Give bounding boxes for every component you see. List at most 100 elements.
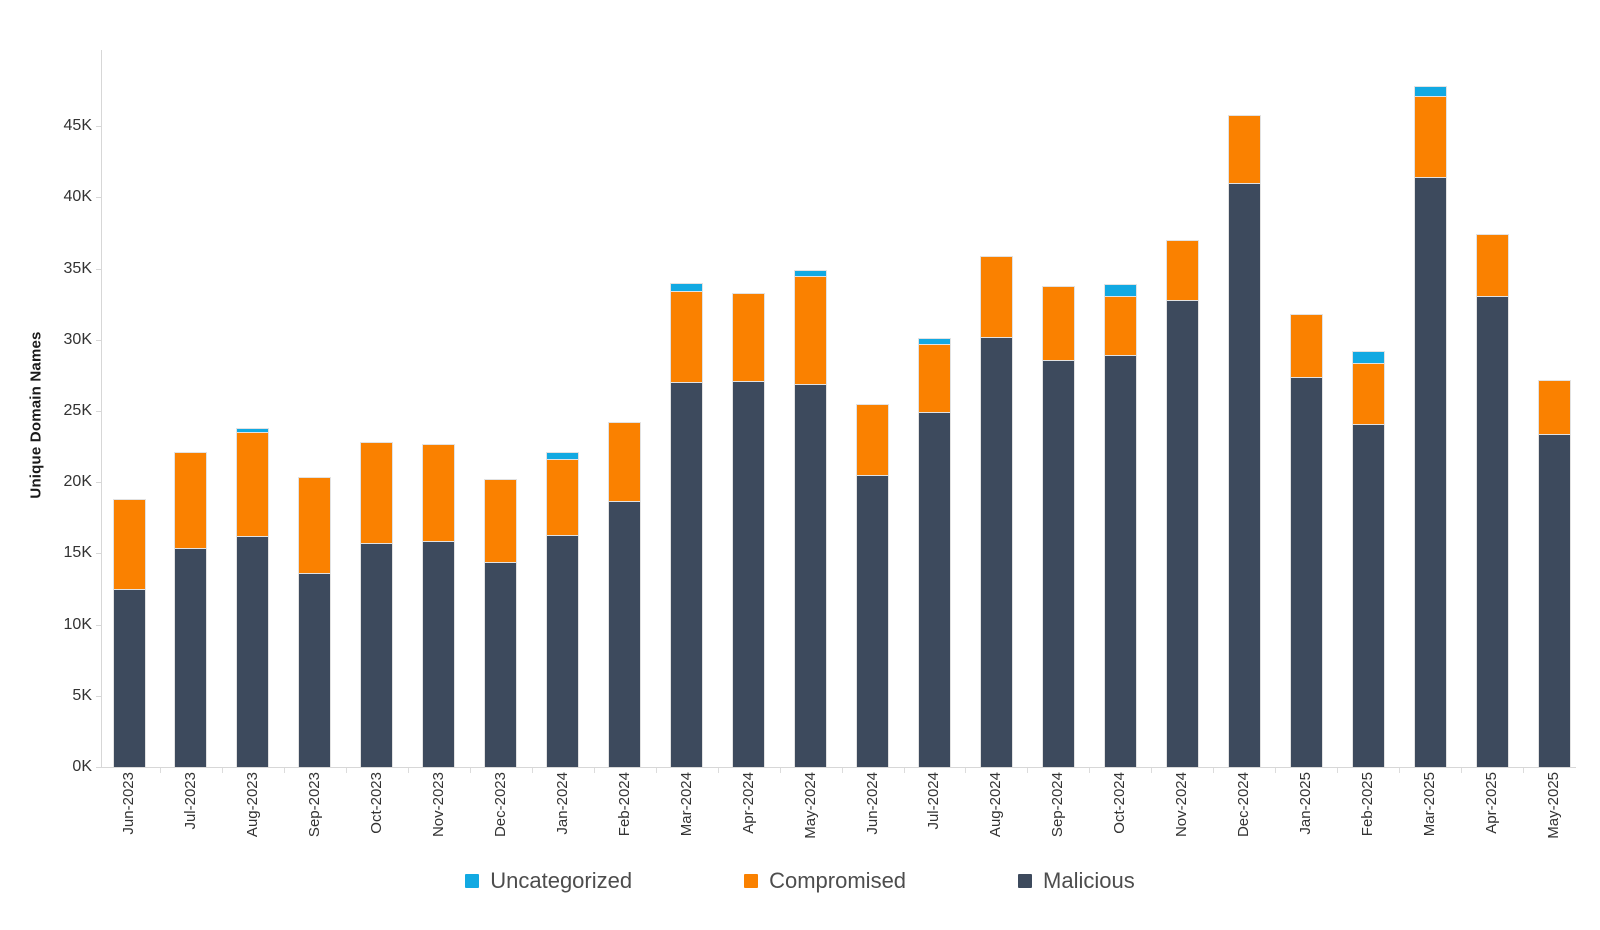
bar-nov-2023 [422, 443, 456, 767]
legend-item-uncategorized: Uncategorized [465, 868, 632, 894]
bar-segment-uncategorized [1351, 351, 1385, 363]
bar-may-2025 [1537, 379, 1571, 767]
bar-segment-compromised [1413, 96, 1447, 178]
legend-label-compromised: Compromised [769, 868, 907, 893]
y-tick-mark [96, 553, 101, 555]
x-tick-label-jul-2024: Jul-2024 [925, 772, 943, 830]
bar-segment-uncategorized [236, 428, 270, 433]
bar-segment-uncategorized [546, 452, 580, 460]
bar-segment-malicious [298, 573, 332, 767]
legend-item-malicious: Malicious [1018, 868, 1135, 894]
bar-segment-compromised [979, 255, 1013, 337]
bar-segment-malicious [794, 383, 828, 767]
bar-dec-2024 [1227, 114, 1261, 767]
y-tick-mark [96, 624, 101, 626]
x-tick-label-jan-2025: Jan-2025 [1297, 772, 1315, 835]
bar-segment-compromised [608, 422, 642, 501]
y-tick-mark [96, 126, 101, 128]
x-boundary-tick [1523, 768, 1525, 773]
bar-segment-compromised [298, 476, 332, 574]
bar-segment-compromised [670, 291, 704, 383]
x-boundary-tick [345, 768, 347, 773]
x-tick-label-jun-2023: Jun-2023 [120, 772, 137, 835]
bar-aug-2024 [979, 255, 1013, 767]
bar-feb-2025 [1351, 351, 1385, 767]
y-tick-mark [96, 695, 101, 697]
bar-nov-2024 [1165, 240, 1199, 767]
x-tick-label-sep-2023: Sep-2023 [305, 772, 323, 838]
x-boundary-tick [159, 768, 161, 773]
y-tick-mark [96, 767, 101, 768]
y-tick-label-35k: 35K [63, 259, 92, 277]
x-tick-label-aug-2024: Aug-2024 [987, 772, 1005, 838]
x-boundary-tick [965, 768, 967, 773]
bar-segment-malicious [856, 475, 890, 767]
x-tick-label-aug-2023: Aug-2023 [243, 772, 261, 838]
x-boundary-tick [1027, 768, 1029, 773]
bar-jan-2025 [1289, 314, 1323, 767]
bar-segment-compromised [174, 452, 208, 548]
x-boundary-tick [779, 768, 781, 773]
bar-segment-malicious [1351, 423, 1385, 767]
x-tick-label-feb-2025: Feb-2025 [1359, 772, 1377, 837]
bar-segment-compromised [1103, 295, 1137, 356]
x-tick-label-apr-2024: Apr-2024 [739, 772, 757, 834]
x-boundary-tick [407, 768, 409, 773]
x-tick-label-may-2024: May-2024 [801, 772, 819, 839]
bar-segment-compromised [794, 275, 828, 384]
bar-segment-malicious [1103, 355, 1137, 767]
x-boundary-tick [221, 768, 223, 773]
x-tick-label-dec-2023: Dec-2023 [491, 772, 509, 838]
y-tick-mark [96, 268, 101, 270]
bar-segment-malicious [732, 381, 766, 767]
x-boundary-tick [531, 768, 533, 773]
x-boundary-tick [717, 768, 719, 773]
bar-segment-compromised [422, 443, 456, 541]
bar-feb-2024 [608, 422, 642, 767]
x-tick-label-jul-2023: Jul-2023 [181, 772, 199, 830]
bar-jul-2023 [174, 452, 208, 767]
x-boundary-tick [1399, 768, 1401, 773]
bar-segment-malicious [1041, 359, 1075, 767]
bar-segment-compromised [1165, 240, 1199, 300]
legend-label-malicious: Malicious [1043, 868, 1135, 893]
bar-segment-compromised [1537, 379, 1571, 434]
bar-mar-2025 [1413, 86, 1447, 767]
legend-label-uncategorized: Uncategorized [490, 868, 633, 893]
x-boundary-tick [593, 768, 595, 773]
x-boundary-tick [469, 768, 471, 773]
bar-segment-compromised [546, 459, 580, 535]
bar-segment-compromised [732, 292, 766, 382]
legend-swatch-malicious [1018, 874, 1033, 888]
x-boundary-tick [1337, 768, 1339, 773]
x-boundary-tick [1275, 768, 1277, 773]
bar-segment-malicious [112, 588, 146, 767]
bar-segment-malicious [979, 336, 1013, 767]
x-boundary-tick [1151, 768, 1153, 773]
bar-segment-compromised [1289, 314, 1323, 377]
bar-segment-compromised [1351, 362, 1385, 424]
x-boundary-tick [283, 768, 285, 773]
bar-segment-compromised [360, 442, 394, 544]
x-tick-label-apr-2025: Apr-2025 [1483, 772, 1501, 834]
x-tick-label-jun-2024: Jun-2024 [863, 772, 881, 835]
x-boundary-tick [1461, 768, 1463, 773]
bar-segment-malicious [484, 561, 518, 767]
bar-segment-compromised [856, 403, 890, 476]
x-tick-label-dec-2024: Dec-2024 [1235, 772, 1253, 838]
x-tick-label-jan-2024: Jan-2024 [553, 772, 571, 835]
bar-jun-2024 [856, 403, 890, 767]
bar-segment-uncategorized [1413, 86, 1447, 97]
bar-segment-malicious [1165, 299, 1199, 767]
y-tick-label-30k: 30K [63, 330, 92, 348]
legend-item-compromised: Compromised [744, 868, 906, 894]
bar-segment-malicious [670, 382, 704, 767]
bar-segment-malicious [236, 536, 270, 767]
x-tick-label-mar-2024: Mar-2024 [677, 772, 695, 837]
y-tick-label-15k: 15K [63, 544, 92, 562]
x-boundary-tick [841, 768, 843, 773]
y-tick-label-25k: 25K [63, 402, 92, 419]
x-tick-label-feb-2024: Feb-2024 [615, 772, 633, 837]
bar-segment-malicious [1413, 177, 1447, 767]
x-tick-label-may-2025: May-2025 [1545, 772, 1563, 839]
